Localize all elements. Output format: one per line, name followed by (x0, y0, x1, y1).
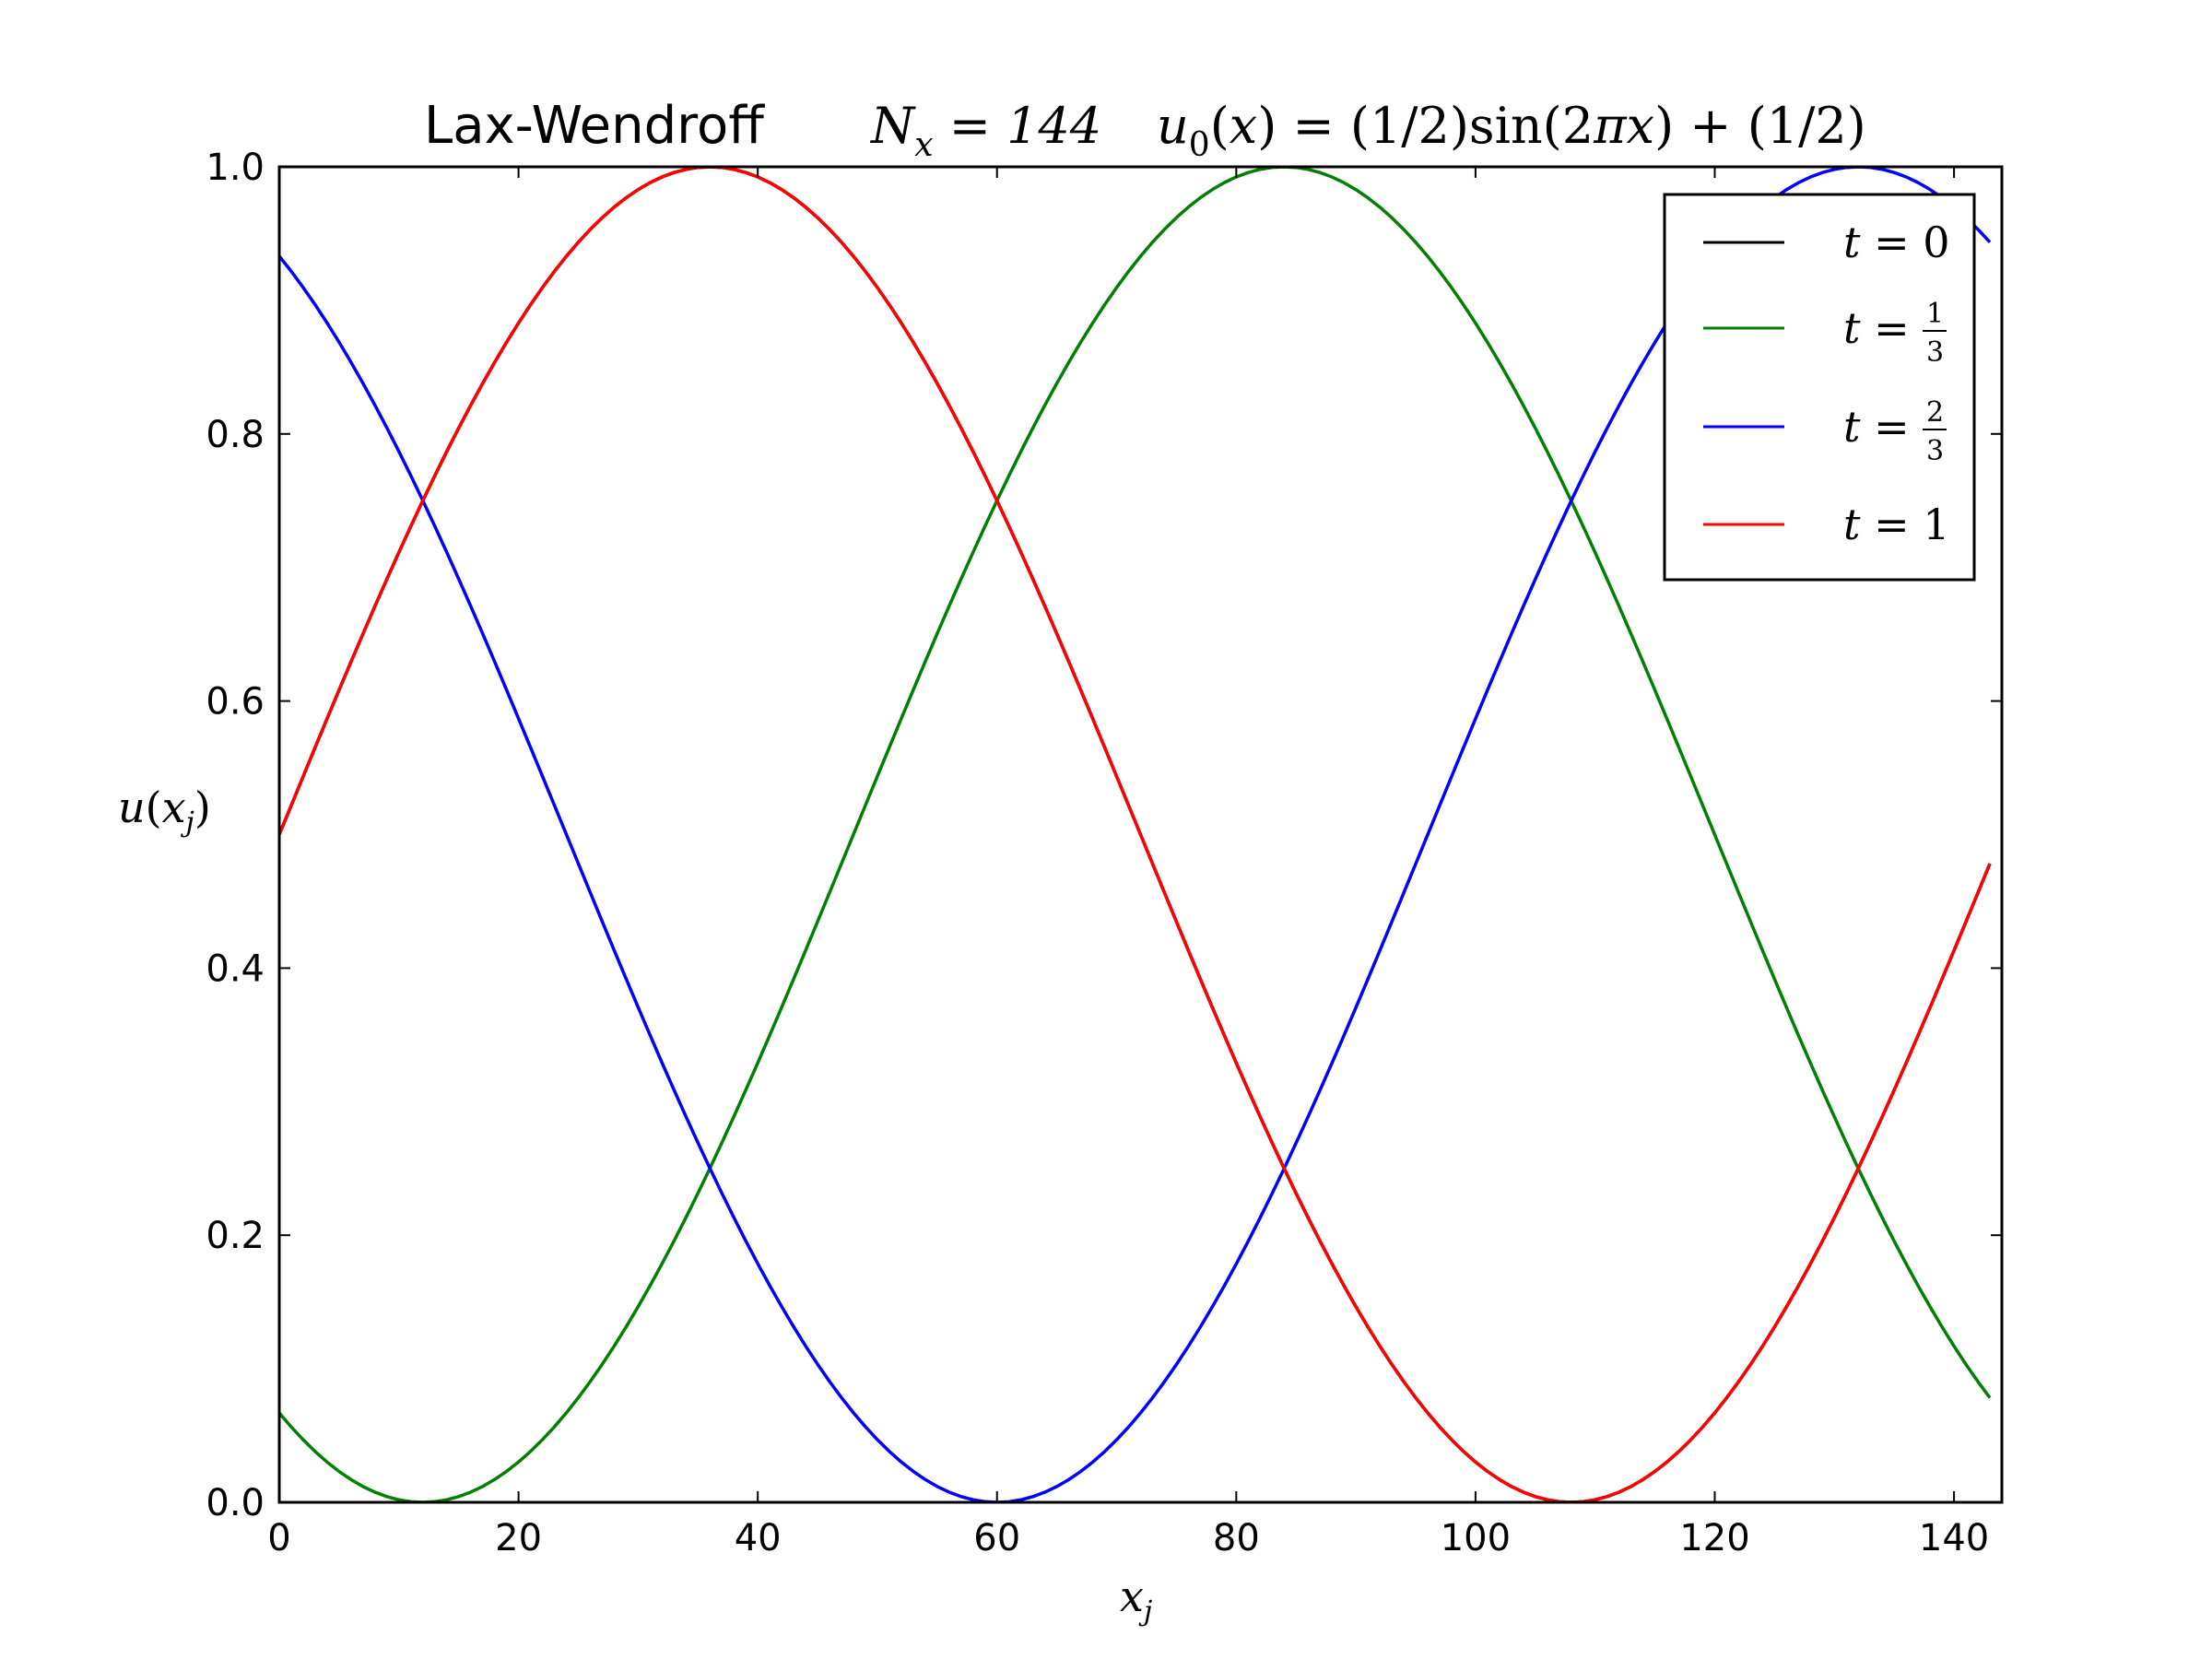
x-tick-label-0: 0 (267, 1517, 290, 1559)
x-tick-label-6: 120 (1679, 1517, 1749, 1559)
legend-label-t0: t = 0 (1843, 218, 1950, 267)
legend-label-t1-3: t = (1843, 303, 1910, 353)
legend-entry-t1-3: t = 1 3 (1703, 298, 1947, 369)
legend-entry-t2-3: t = 2 3 (1703, 396, 1947, 467)
x-axis-ticks: 0 20 40 60 80 100 120 140 (267, 167, 1989, 1559)
x-tick-label-2: 40 (735, 1517, 782, 1559)
x-tick-label-5: 100 (1441, 1517, 1511, 1559)
x-axis-label: xj (1120, 1571, 1152, 1628)
series-line-1 (279, 167, 1992, 1502)
legend-entry-t0: t = 0 (1703, 218, 1950, 267)
y-axis-label: u(xj) (118, 782, 211, 839)
x-tick-label-4: 80 (1213, 1517, 1260, 1559)
y-axis-ticks: 0.0 0.2 0.4 0.6 0.8 1.0 (206, 147, 2002, 1524)
x-tick-label-3: 60 (973, 1517, 1020, 1559)
y-tick-label-4: 0.8 (206, 414, 265, 456)
y-tick-label-0: 0.0 (206, 1482, 265, 1524)
series-line-3 (279, 167, 1992, 1502)
x-tick-label-1: 20 (495, 1517, 542, 1559)
y-tick-label-2: 0.4 (206, 947, 265, 990)
y-tick-label-1: 0.2 (206, 1215, 265, 1257)
title-initial: u0(x) = (1/2)sin(2πx) + (1/2) (1157, 97, 1866, 164)
title-grid: Nx = 144 (869, 97, 1101, 164)
legend-box (1663, 193, 1976, 582)
legend-frac-den-2-3: 3 (1926, 435, 1944, 467)
legend-entry-t1: t = 1 (1703, 500, 1950, 549)
y-tick-label-3: 0.6 (206, 681, 265, 724)
plot-frame (277, 165, 2004, 1504)
legend-frac-den-1-3: 3 (1926, 336, 1944, 369)
legend-frac-num-1-3: 1 (1926, 298, 1944, 330)
legend-label-t1: t = 1 (1843, 500, 1950, 549)
y-tick-label-5: 1.0 (206, 147, 265, 189)
x-tick-label-7: 140 (1919, 1517, 1989, 1559)
legend: t = 0 t = 1 3 t = 2 3 t = 1 (1663, 193, 1976, 582)
legend-label-t2-3: t = (1843, 402, 1910, 452)
title-method: Lax-Wendroff (424, 96, 765, 156)
legend-frac-num-2-3: 2 (1926, 396, 1944, 429)
chart-title: Lax-Wendroff Nx = 144 u0(x) = (1/2)sin(2… (424, 96, 1866, 164)
